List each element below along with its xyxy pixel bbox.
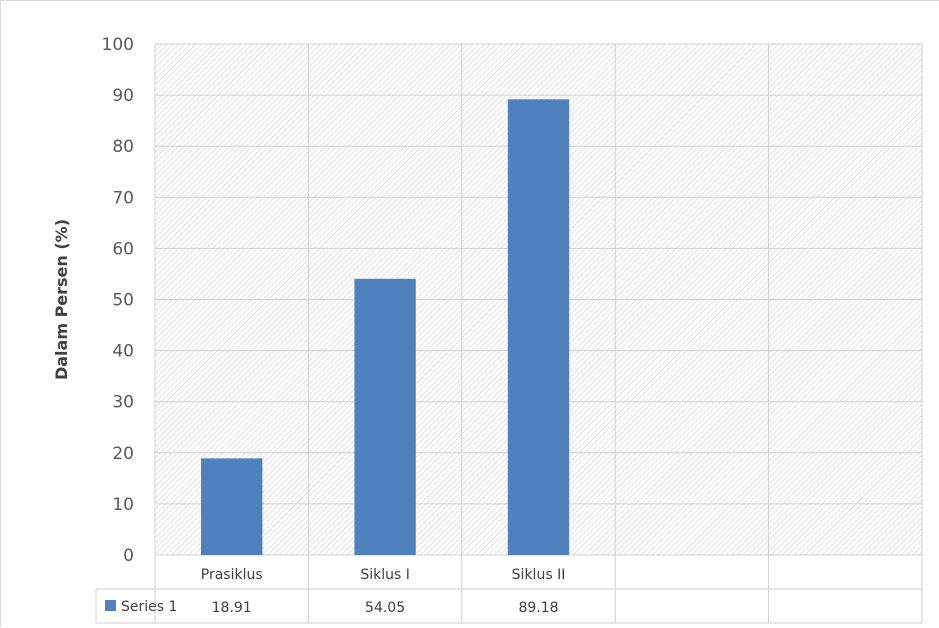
y-tick-label: 20 [112, 444, 134, 464]
category-label: Siklus I [360, 567, 410, 583]
y-tick-label: 80 [112, 137, 134, 157]
table-value: 89.18 [518, 600, 558, 616]
y-tick-label: 100 [102, 35, 134, 55]
y-tick-label: 60 [112, 239, 134, 259]
category-label: Siklus II [512, 567, 566, 583]
legend-swatch [105, 600, 116, 611]
y-tick-label: 40 [112, 342, 134, 362]
y-tick-label: 10 [112, 495, 134, 515]
bars [201, 99, 570, 556]
data-table: Prasiklus Siklus I Siklus II Series 1 18.91 5… [95, 555, 923, 624]
y-tick-label: 90 [112, 86, 134, 106]
y-tick-label: 30 [112, 393, 134, 413]
y-tick-label: 50 [112, 291, 134, 311]
table-value: 18.91 [212, 600, 252, 616]
y-tick-label: 0 [123, 546, 134, 566]
table-value: 54.05 [365, 600, 405, 616]
bar [201, 458, 263, 555]
category-label: Prasiklus [201, 567, 263, 583]
y-axis-label: Dalam Persen (%) [52, 219, 71, 380]
y-axis-ticks: 0 10 20 30 40 50 60 70 80 90 100 [102, 35, 134, 566]
bar [354, 278, 416, 555]
legend-series-name: Series 1 [121, 599, 177, 615]
bar [507, 99, 570, 556]
y-tick-label: 70 [112, 188, 134, 208]
